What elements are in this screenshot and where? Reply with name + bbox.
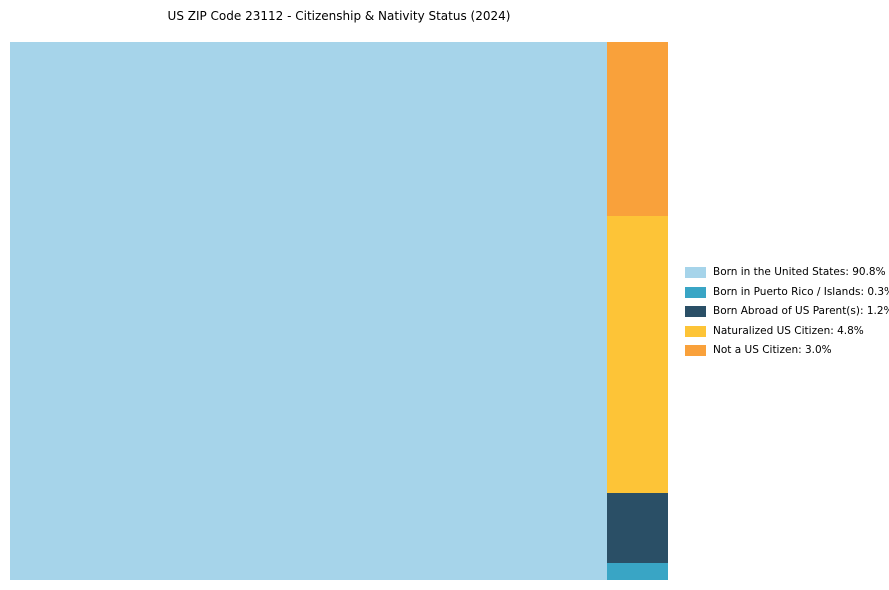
legend-swatch-not-a-us-citizen xyxy=(685,345,706,357)
treemap-block-naturalized-us-citizen xyxy=(606,215,668,494)
legend: Born in the United States: 90.8% Born in … xyxy=(685,266,889,357)
legend-swatch-naturalized-us-citizen xyxy=(685,325,706,337)
chart-title: US ZIP Code 23112 - Citizenship & Nativi… xyxy=(167,9,511,23)
legend-item-born-abroad-us-parents: Born Abroad of US Parent(s): 1.2% xyxy=(685,306,889,318)
legend-label-born-abroad-us-parents: Born Abroad of US Parent(s): 1.2% xyxy=(713,305,889,318)
legend-label-born-in-us: Born in the United States: 90.8% xyxy=(713,266,886,278)
legend-item-naturalized-us-citizen: Naturalized US Citizen: 4.8% xyxy=(685,324,889,338)
legend-swatch-born-in-us xyxy=(685,267,706,279)
legend-label-naturalized-us-citizen: Naturalized US Citizen: 4.8% xyxy=(713,324,864,337)
treemap-block-born-abroad-us-parents xyxy=(606,493,668,563)
legend-swatch-born-abroad-us-parents xyxy=(685,306,706,318)
legend-item-born-in-us: Born in the United States: 90.8% xyxy=(685,266,889,279)
legend-item-not-a-us-citizen: Not a US Citizen: 3.0% xyxy=(685,345,889,357)
legend-swatch-born-in-puerto-rico-islands xyxy=(685,286,706,298)
treemap-block-not-a-us-citizen xyxy=(606,42,668,216)
treemap-main-block xyxy=(10,42,607,580)
legend-item-born-in-puerto-rico-islands: Born in Puerto Rico / Islands: 0.3% xyxy=(685,285,889,299)
legend-label-born-in-puerto-rico-islands: Born in Puerto Rico / Islands: 0.3% xyxy=(713,285,889,298)
treemap-block-born-in-puerto-rico-islands xyxy=(606,562,668,580)
legend-label-not-a-us-citizen: Not a US Citizen: 3.0% xyxy=(713,344,832,357)
treemap-right-column xyxy=(606,42,668,580)
treemap-plot xyxy=(10,42,668,580)
